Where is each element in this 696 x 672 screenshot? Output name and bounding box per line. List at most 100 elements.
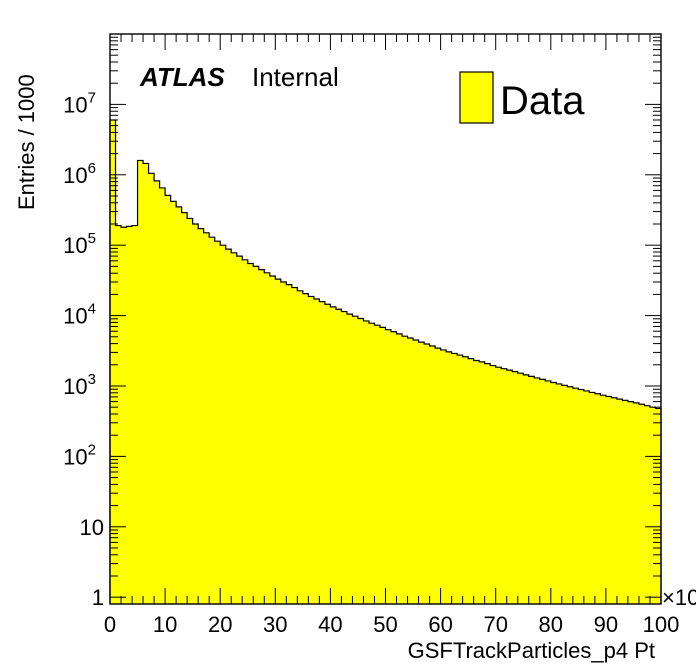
histogram-bar <box>302 293 309 604</box>
histogram-bar <box>589 392 596 604</box>
histogram-bar <box>539 379 546 604</box>
atlas-label: ATLAS <box>139 62 225 92</box>
x-tick-label: 10 <box>153 612 177 637</box>
histogram-bar <box>176 206 183 604</box>
histogram-bar <box>319 301 326 604</box>
histogram-bar <box>605 396 613 604</box>
histogram-bar <box>269 276 276 604</box>
histogram-bar <box>363 320 370 604</box>
histogram-bar <box>247 263 254 604</box>
x-tick-label: 90 <box>594 612 618 637</box>
histogram-bar <box>638 404 646 604</box>
histogram-bar <box>473 360 480 604</box>
histogram-bar <box>627 401 635 604</box>
y-tick-label: 10 <box>80 515 104 540</box>
histogram-bar <box>462 356 469 604</box>
histogram-bar <box>341 311 348 604</box>
histogram-bar <box>209 237 216 605</box>
histogram-bar <box>236 256 243 604</box>
x-tick-label: 70 <box>483 612 507 637</box>
histogram-bar <box>126 226 133 604</box>
histogram-bar <box>264 272 271 604</box>
histogram-bar <box>357 318 365 604</box>
histogram-bar <box>132 225 139 604</box>
legend-swatch <box>459 71 494 124</box>
histogram-bar <box>424 343 431 604</box>
histogram-bar <box>556 383 563 604</box>
histogram-bar <box>110 120 117 604</box>
histogram-bar <box>528 376 535 604</box>
internal-label: Internal <box>252 62 339 92</box>
histogram-bar <box>418 342 425 604</box>
histogram-bar <box>198 228 205 605</box>
histogram-bar <box>214 241 221 604</box>
histogram-bar <box>490 365 497 604</box>
histogram-bar <box>396 333 403 604</box>
y-tick-label: 103 <box>63 371 96 399</box>
histogram-bar <box>137 160 144 605</box>
histogram-bar <box>517 373 524 604</box>
histogram-bar <box>220 245 227 604</box>
histogram-bar <box>330 306 337 604</box>
histogram-bar <box>187 218 194 604</box>
histogram-bar <box>429 345 436 604</box>
histogram-bar <box>567 386 574 604</box>
y-tick-label: 1 <box>92 585 104 610</box>
histogram-bar <box>280 282 287 604</box>
histogram-bar <box>391 331 398 604</box>
x-axis-multiplier: ×10 <box>662 585 696 610</box>
y-tick-label: 105 <box>63 230 96 258</box>
histogram-bar <box>203 232 210 605</box>
histogram-bar <box>457 355 464 604</box>
histogram-bar <box>655 408 662 604</box>
histogram-bar <box>561 385 568 604</box>
histogram-bar <box>374 325 381 604</box>
histogram-bar <box>275 279 282 604</box>
histogram-bar <box>468 358 475 604</box>
y-tick-label: 102 <box>63 441 96 469</box>
axis-ticks <box>109 34 662 604</box>
x-tick-label: 60 <box>428 612 452 637</box>
histogram-bar <box>545 380 552 604</box>
histogram-outline <box>109 119 662 604</box>
x-tick-label: 50 <box>373 612 397 637</box>
histogram-bar <box>291 287 298 604</box>
histogram-bar <box>501 368 508 604</box>
histogram-bar <box>143 163 150 604</box>
histogram-bar <box>159 187 166 604</box>
histogram-bar <box>446 351 453 604</box>
x-tick-label: 20 <box>208 612 232 637</box>
x-tick-labels: 0 10 20 30 40 50 60 70 80 90 100 <box>104 612 679 637</box>
histogram-bar <box>346 314 354 604</box>
histogram-bars <box>110 120 662 605</box>
histogram-bar <box>611 397 618 604</box>
histogram-bar <box>313 299 320 604</box>
histogram-bar <box>550 382 557 604</box>
histogram-bar <box>379 327 387 604</box>
y-tick-label: 106 <box>63 160 96 188</box>
histogram-bar <box>506 370 513 604</box>
y-axis-title: Entries / 1000 <box>14 74 39 210</box>
histogram-bar <box>231 252 238 605</box>
histogram-bar <box>148 173 155 605</box>
histogram-bar <box>616 399 624 604</box>
histogram-bar <box>594 393 601 604</box>
histogram-bar <box>413 340 420 604</box>
x-tick-label: 40 <box>318 612 342 637</box>
histogram-bar <box>154 180 161 605</box>
histogram-bar <box>572 388 579 604</box>
x-tick-label: 30 <box>263 612 287 637</box>
legend-label: Data <box>500 79 585 123</box>
histogram-bar <box>258 269 265 604</box>
histogram-bar <box>451 353 458 604</box>
histogram-bar <box>402 336 409 604</box>
histogram-bar <box>622 400 629 604</box>
histogram-bar <box>495 367 502 604</box>
histogram-bar <box>368 323 376 604</box>
histogram-bar <box>335 309 343 604</box>
x-axis-title: GSFTrackParticles_p4 Pt <box>408 638 655 663</box>
histogram-bar <box>484 363 491 604</box>
y-tick-label: 107 <box>63 89 96 117</box>
x-tick-label: 80 <box>539 612 563 637</box>
